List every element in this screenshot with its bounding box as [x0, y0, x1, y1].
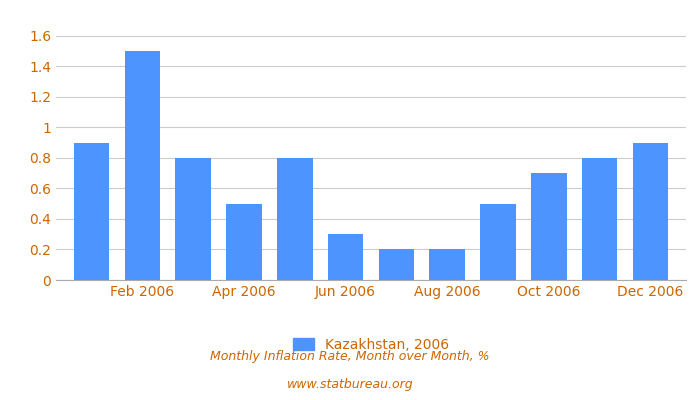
- Legend: Kazakhstan, 2006: Kazakhstan, 2006: [288, 332, 454, 358]
- Bar: [226, 204, 262, 280]
- Bar: [379, 250, 414, 280]
- Text: Monthly Inflation Rate, Month over Month, %: Monthly Inflation Rate, Month over Month…: [210, 350, 490, 363]
- Bar: [176, 158, 211, 280]
- Text: www.statbureau.org: www.statbureau.org: [287, 378, 413, 391]
- Bar: [328, 234, 363, 280]
- Bar: [582, 158, 617, 280]
- Bar: [74, 142, 109, 280]
- Bar: [531, 173, 566, 280]
- Bar: [480, 204, 516, 280]
- Bar: [277, 158, 313, 280]
- Bar: [429, 250, 465, 280]
- Bar: [633, 142, 668, 280]
- Bar: [125, 51, 160, 280]
